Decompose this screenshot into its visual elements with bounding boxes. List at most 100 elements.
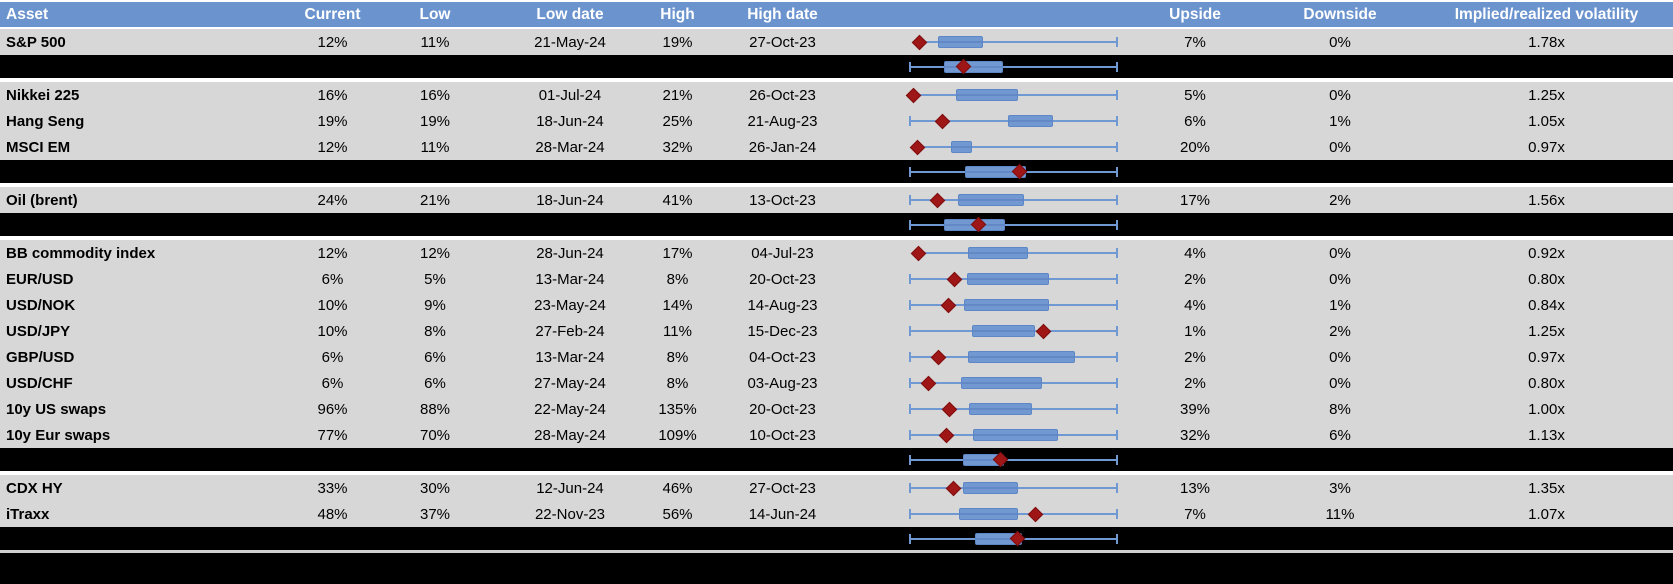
cell-current: 48%: [317, 505, 348, 523]
cell-current: 96%: [317, 400, 348, 418]
cell-low: 37%: [419, 505, 451, 523]
cell-implied-realized: 1.25x: [1528, 86, 1565, 104]
cell-current: 12%: [317, 244, 348, 262]
cell-downside: 3%: [1329, 479, 1351, 497]
cell-downside: 0%: [1329, 33, 1351, 51]
cell-low: 6%: [424, 374, 446, 392]
cell-current: 16%: [317, 86, 348, 104]
current-diamond-marker: [909, 139, 925, 155]
iqr-box: [962, 482, 1019, 494]
cell-high: 21%: [662, 86, 693, 104]
cell-high-date: 27-Oct-23: [749, 479, 816, 497]
cell-low: 70%: [419, 426, 451, 444]
cell-downside: 0%: [1329, 374, 1351, 392]
table-row: iTraxx 48% 37% 22-Nov-23 56% 14-Jun-24 7% 11% 1.…: [0, 501, 1673, 527]
cell-asset: EUR/USD: [6, 270, 74, 288]
cell-downside: 0%: [1329, 244, 1351, 262]
cell-asset: BB commodity index: [6, 244, 156, 262]
range-boxplot: [860, 240, 1130, 266]
range-boxplot: [860, 266, 1130, 292]
iqr-box: [960, 377, 1043, 389]
cell-low-date: 18-Jun-24: [536, 112, 604, 130]
cell-high: 32%: [662, 138, 693, 156]
cell-implied-realized: 1.56x: [1528, 191, 1565, 209]
whisker-cap-right: [1116, 195, 1118, 205]
cell-high: 135%: [658, 400, 697, 418]
cell-current: 12%: [317, 33, 348, 51]
cell-upside: 13%: [1179, 479, 1211, 497]
cell-implied-realized: 0.80x: [1528, 270, 1565, 288]
cell-high-date: 26-Jan-24: [748, 138, 817, 156]
cell-high-date: 14-Jun-24: [748, 505, 817, 523]
whisker-cap-right: [1116, 300, 1118, 310]
whisker-cap-left: [909, 483, 911, 493]
current-diamond-marker: [941, 297, 957, 313]
table-body: S&P 500 12% 11% 21-May-24 19% 27-Oct-23 7% 0% 1.…: [0, 29, 1673, 550]
col-header-upside: Upside: [1169, 5, 1221, 23]
aggregate-row: [0, 213, 1673, 240]
whisker-cap-left: [909, 166, 911, 177]
cell-upside: 4%: [1184, 244, 1206, 262]
cell-current: 6%: [321, 348, 344, 366]
current-diamond-marker: [934, 113, 950, 129]
whisker-cap-right: [1116, 533, 1118, 544]
whisker-cap-left: [909, 454, 911, 465]
table-row: USD/NOK 10% 9% 23-May-24 14% 14-Aug-23 4% 1% 0.8…: [0, 292, 1673, 318]
cell-low-date: 12-Jun-24: [536, 479, 604, 497]
cell-low: 16%: [419, 86, 451, 104]
whisker-cap-right: [1116, 248, 1118, 258]
whisker-cap-left: [909, 509, 911, 519]
cell-low-date: 27-Feb-24: [535, 322, 605, 340]
whisker-line: [910, 223, 1117, 226]
cell-high-date: 20-Oct-23: [749, 270, 816, 288]
cell-low-date: 22-Nov-23: [534, 505, 606, 523]
whisker-cap-right: [1116, 61, 1118, 72]
cell-low-date: 13-Mar-24: [535, 270, 605, 288]
cell-low-date: 13-Mar-24: [535, 348, 605, 366]
cell-current: 24%: [317, 191, 348, 209]
cell-high: 46%: [662, 479, 693, 497]
range-boxplot: [860, 160, 1130, 183]
current-diamond-marker: [947, 271, 963, 287]
col-header-high-date: High date: [747, 5, 818, 23]
whisker-cap-left: [909, 533, 911, 544]
iqr-box: [1007, 115, 1054, 127]
cell-downside: 0%: [1329, 270, 1351, 288]
cell-asset: GBP/USD: [6, 348, 75, 366]
cell-downside: 11%: [1325, 505, 1355, 523]
cell-low-date: 28-May-24: [534, 426, 606, 444]
cell-implied-realized: 0.80x: [1528, 374, 1565, 392]
cell-high-date: 26-Oct-23: [749, 86, 816, 104]
whisker-cap-left: [909, 326, 911, 336]
col-header-low: Low: [419, 5, 451, 23]
current-diamond-marker: [938, 427, 954, 443]
cell-current: 10%: [317, 322, 348, 340]
whisker-cap-right: [1116, 430, 1118, 440]
cell-high: 17%: [662, 244, 693, 262]
range-boxplot: [860, 29, 1130, 55]
whisker-cap-right: [1116, 274, 1118, 284]
cell-implied-realized: 0.92x: [1528, 244, 1565, 262]
cell-low: 19%: [419, 112, 451, 130]
cell-downside: 1%: [1329, 112, 1351, 130]
aggregate-row: [0, 160, 1673, 187]
table-row: CDX HY 33% 30% 12-Jun-24 46% 27-Oct-23 13% 3% 1.…: [0, 475, 1673, 501]
cell-downside: 0%: [1329, 138, 1351, 156]
table-row: 10y Eur swaps 77% 70% 28-May-24 109% 10-Oct-2…: [0, 422, 1673, 448]
cell-low: 11%: [420, 33, 450, 51]
iqr-box: [958, 194, 1025, 206]
iqr-box: [958, 508, 1018, 520]
cell-low-date: 01-Jul-24: [538, 86, 602, 104]
aggregate-row: [0, 448, 1673, 475]
cell-high-date: 15-Dec-23: [747, 322, 818, 340]
iqr-box: [955, 89, 1018, 101]
whisker-line: [919, 41, 1117, 43]
cell-downside: 0%: [1329, 348, 1351, 366]
current-diamond-marker: [1027, 506, 1043, 522]
current-diamond-marker: [931, 349, 947, 365]
col-header-asset: Asset: [6, 5, 49, 23]
cell-high: 41%: [662, 191, 693, 209]
whisker-cap-left: [909, 378, 911, 388]
table-row: USD/CHF 6% 6% 27-May-24 8% 03-Aug-23 2% 0% 0.80x: [0, 370, 1673, 396]
